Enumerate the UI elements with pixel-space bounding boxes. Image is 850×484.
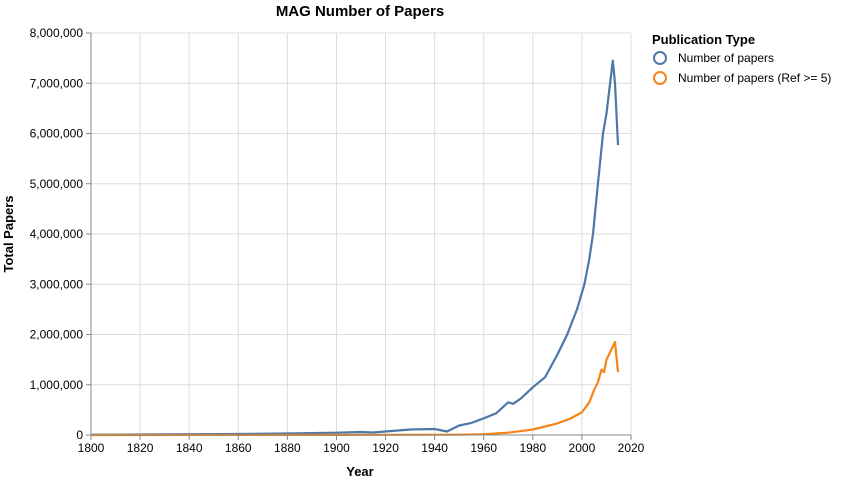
y-tick-label: 4,000,000	[30, 227, 84, 241]
y-tick-label: 2,000,000	[30, 328, 84, 342]
x-tick-label: 1840	[176, 441, 203, 455]
x-tick-label: 1980	[519, 441, 546, 455]
x-axis-label: Year	[346, 464, 373, 479]
y-tick-label: 6,000,000	[30, 127, 84, 141]
x-tick-label: 1860	[225, 441, 252, 455]
legend-symbol-icon	[653, 51, 667, 65]
legend-item-number-of-papers-ref5[interactable]: Number of papers (Ref >= 5)	[653, 71, 831, 85]
y-tick-label: 0	[76, 428, 83, 442]
series-line-0	[90, 59, 620, 436]
series-line-1	[90, 340, 620, 437]
legend-label: Number of papers (Ref >= 5)	[678, 71, 831, 85]
x-tick-label: 1800	[78, 441, 105, 455]
y-tick-label: 5,000,000	[30, 177, 84, 191]
legend-symbol-icon	[653, 71, 667, 85]
x-tick-label: 1920	[372, 441, 399, 455]
legend-item-number-of-papers[interactable]: Number of papers	[653, 51, 774, 65]
x-tick-label: 2020	[618, 441, 645, 455]
legend-label: Number of papers	[678, 51, 774, 65]
x-tick-label: 1960	[470, 441, 497, 455]
y-tick-label: 8,000,000	[30, 26, 84, 40]
x-tick-label: 1940	[421, 441, 448, 455]
legend: Publication Type Number of papers Number…	[652, 32, 831, 85]
x-tick-label: 1900	[323, 441, 350, 455]
legend-title: Publication Type	[652, 32, 755, 47]
x-tick-label: 1880	[274, 441, 301, 455]
x-tick-label: 2000	[569, 441, 596, 455]
x-tick-label: 1820	[127, 441, 154, 455]
y-tick-label: 3,000,000	[30, 277, 84, 291]
chart-title: MAG Number of Papers	[276, 3, 444, 20]
y-tick-label: 7,000,000	[30, 76, 84, 90]
y-axis-label: Total Papers	[1, 195, 16, 272]
y-tick-label: 1,000,000	[30, 378, 84, 392]
